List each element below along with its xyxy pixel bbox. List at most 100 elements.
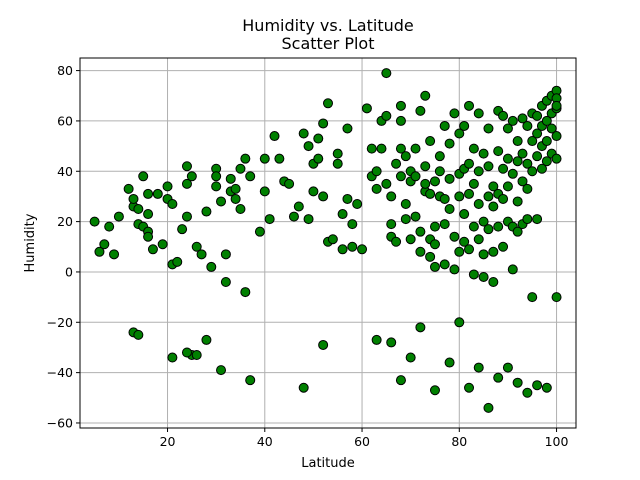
data-point	[352, 198, 363, 209]
x-axis-label: Latitude	[301, 456, 355, 471]
data-point	[391, 236, 402, 247]
data-point	[429, 385, 440, 396]
data-point	[444, 138, 455, 149]
data-point	[493, 221, 504, 232]
data-point	[502, 153, 513, 164]
data-point	[415, 226, 426, 237]
data-point	[284, 178, 295, 189]
data-point	[532, 380, 543, 391]
data-point	[439, 193, 450, 204]
data-point	[551, 131, 562, 142]
data-point	[536, 163, 547, 174]
data-point	[274, 153, 285, 164]
data-point	[517, 148, 528, 159]
data-point	[454, 246, 465, 257]
data-point	[133, 329, 144, 340]
data-point	[507, 168, 518, 179]
y-tick-label-7: 80	[57, 63, 73, 78]
data-point	[488, 246, 499, 257]
data-point	[502, 123, 513, 134]
data-point	[464, 100, 475, 111]
data-point	[512, 136, 523, 147]
data-point	[259, 186, 270, 197]
data-point	[167, 352, 178, 363]
data-point	[410, 143, 421, 154]
data-point	[395, 375, 406, 386]
data-point	[230, 193, 241, 204]
data-point	[512, 377, 523, 388]
data-point	[376, 143, 387, 154]
x-tick-label-2: 60	[354, 434, 370, 449]
data-point	[425, 188, 436, 199]
data-point	[439, 120, 450, 131]
y-tick-label-5: 40	[57, 164, 73, 179]
data-point	[473, 108, 484, 119]
data-point	[172, 256, 183, 267]
data-point	[425, 136, 436, 147]
data-point	[502, 362, 513, 373]
data-point	[551, 153, 562, 164]
data-point	[318, 118, 329, 129]
data-point	[541, 115, 552, 126]
data-point	[196, 249, 207, 260]
data-point	[532, 128, 543, 139]
data-point	[109, 249, 120, 260]
data-point	[220, 277, 231, 288]
data-point	[459, 209, 470, 220]
data-point	[517, 176, 528, 187]
data-point	[541, 156, 552, 167]
data-point	[357, 244, 368, 255]
data-point	[473, 362, 484, 373]
data-point	[468, 221, 479, 232]
data-point	[410, 171, 421, 182]
data-point	[478, 148, 489, 159]
data-point	[478, 216, 489, 227]
data-point	[123, 183, 134, 194]
data-point	[478, 271, 489, 282]
data-point	[502, 181, 513, 192]
data-point	[434, 151, 445, 162]
data-point	[532, 151, 543, 162]
data-point	[298, 382, 309, 393]
data-point	[308, 186, 319, 197]
data-point	[303, 141, 314, 152]
data-point	[517, 113, 528, 124]
data-point	[240, 287, 251, 298]
chart-subtitle: Scatter Plot	[282, 34, 375, 53]
data-point	[454, 128, 465, 139]
data-point	[468, 178, 479, 189]
data-point	[288, 211, 299, 222]
data-point	[245, 171, 256, 182]
data-point	[264, 214, 275, 225]
data-point	[298, 128, 309, 139]
data-point	[313, 153, 324, 164]
data-point	[191, 350, 202, 361]
data-point	[493, 146, 504, 157]
data-point	[400, 151, 411, 162]
data-point	[342, 123, 353, 134]
data-point	[181, 347, 192, 358]
data-point	[464, 382, 475, 393]
data-point	[313, 133, 324, 144]
data-point	[391, 158, 402, 169]
axis-ticks: 20 40 60 80 100 −60 −40 −20 0 20 40 60 80	[47, 63, 569, 449]
data-point	[464, 158, 475, 169]
data-point	[220, 249, 231, 260]
data-point	[420, 90, 431, 101]
data-point	[483, 161, 494, 172]
data-point	[293, 201, 304, 212]
data-point	[459, 236, 470, 247]
data-point	[527, 136, 538, 147]
y-axis-label: Humidity	[23, 213, 38, 272]
data-point	[429, 176, 440, 187]
data-point	[464, 188, 475, 199]
x-tick-label-1: 40	[257, 434, 273, 449]
data-point	[104, 221, 115, 232]
data-point	[449, 108, 460, 119]
data-point	[498, 110, 509, 121]
data-point	[498, 163, 509, 174]
y-tick-label-6: 60	[57, 113, 73, 128]
data-point	[240, 153, 251, 164]
data-point	[347, 241, 358, 252]
data-points	[89, 68, 562, 413]
